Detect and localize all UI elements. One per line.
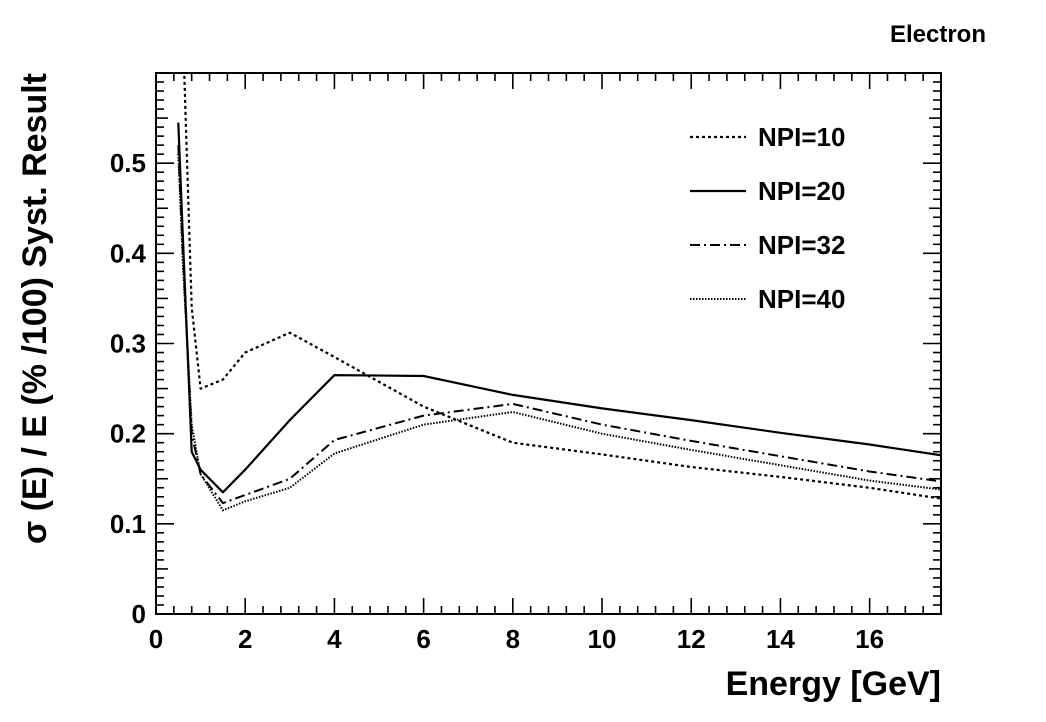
ticks-layer xyxy=(155,72,942,615)
y-axis-title: σ (E) / E (% /100) Syst. Result xyxy=(16,73,54,544)
x-tick-label: 14 xyxy=(766,624,795,654)
legend-label-2: NPI=20 xyxy=(758,176,845,206)
x-tick-label: 16 xyxy=(855,624,884,654)
series-line-4 xyxy=(177,154,941,512)
y-tick-label: 0.5 xyxy=(110,148,146,178)
legend-label-4: NPI=40 xyxy=(758,284,845,314)
y-tick-label: 0.1 xyxy=(110,509,146,539)
x-tick-label: 6 xyxy=(416,624,430,654)
series-layer xyxy=(177,73,941,512)
x-tick-label: 4 xyxy=(327,624,342,654)
tick-labels-layer: 0 2 4 6 8 10 12 14 16 0 0.1 0.2 0.3 0.4 0.5 xyxy=(110,148,884,654)
legend-label-3: NPI=32 xyxy=(758,230,845,260)
series-line-3 xyxy=(177,145,941,505)
plot-frame xyxy=(155,72,942,615)
y-tick-label: 0.3 xyxy=(110,329,146,359)
x-tick-label: 12 xyxy=(677,624,706,654)
y-tick-label: 0.4 xyxy=(110,238,147,268)
y-tick-label: 0.2 xyxy=(110,419,146,449)
series-line-2 xyxy=(177,122,941,494)
x-tick-label: 0 xyxy=(149,624,163,654)
x-axis-title: Energy [GeV] xyxy=(726,665,941,703)
y-tick-label: 0 xyxy=(132,599,146,629)
legend: NPI=10 NPI=20 NPI=32 NPI=40 xyxy=(690,122,845,314)
x-tick-label: 2 xyxy=(238,624,252,654)
corner-label: Electron xyxy=(890,21,986,48)
x-tick-label: 8 xyxy=(506,624,520,654)
series-line-1 xyxy=(183,73,941,500)
legend-label-1: NPI=10 xyxy=(758,122,845,152)
x-tick-label: 10 xyxy=(588,624,617,654)
